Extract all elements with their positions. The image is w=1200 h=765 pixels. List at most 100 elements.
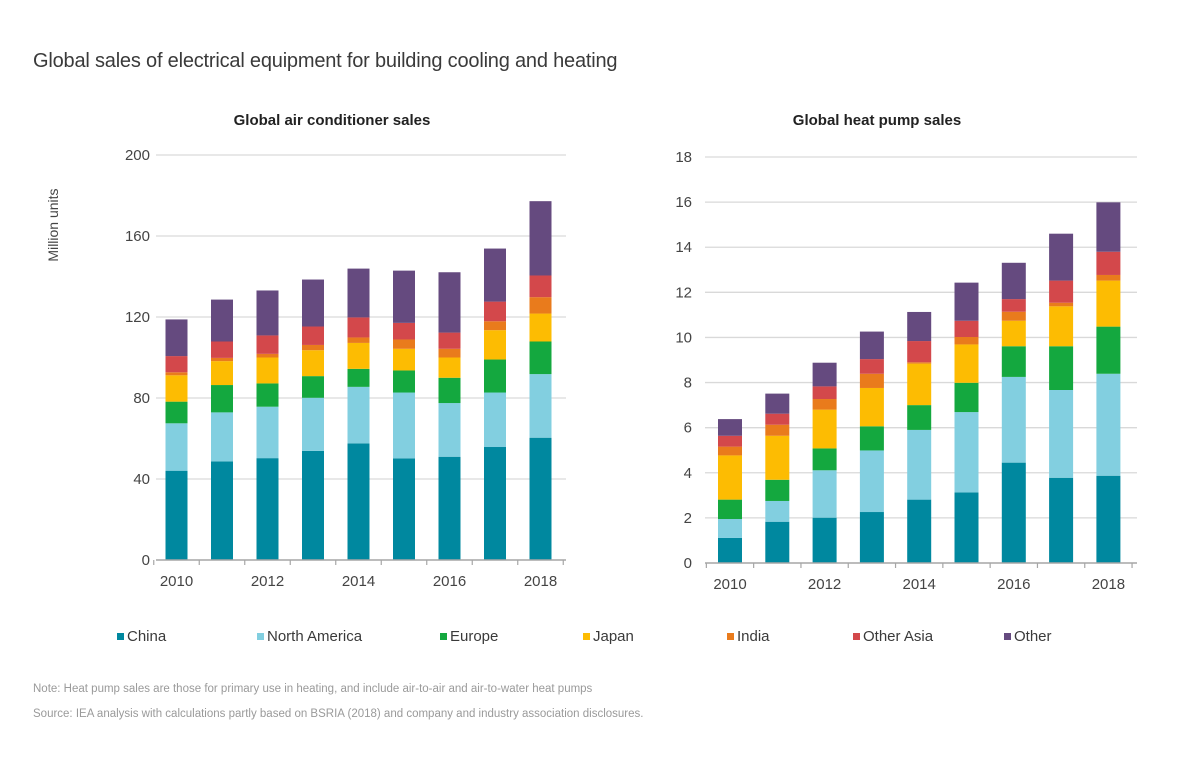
bar-segment-europe	[812, 448, 837, 471]
bar-segment-europe	[211, 385, 233, 413]
y-tick-label: 8	[684, 375, 692, 392]
bar-segment-japan	[347, 342, 370, 369]
bar-segment-other	[211, 299, 233, 342]
x-tick-label: 2014	[342, 573, 375, 590]
bar-segment-other-asia	[302, 326, 324, 345]
y-tick-label: 6	[684, 420, 692, 437]
bar-segment-india	[718, 446, 742, 456]
legend-label: Other	[1014, 628, 1052, 645]
bar-segment-india	[302, 344, 324, 351]
bar-segment-china	[765, 521, 790, 563]
y-axis-label: Million units	[45, 188, 61, 261]
legend-label: India	[737, 628, 770, 645]
bar-segment-japan	[812, 409, 837, 449]
chart-title: Global heat pump sales	[793, 112, 961, 129]
bar-segment-north-america	[718, 519, 742, 538]
legend-item-other: Other	[1004, 628, 1052, 645]
bar-segment-other	[302, 279, 324, 327]
bar-segment-north-america	[529, 374, 552, 438]
bar-segment-north-america	[302, 397, 324, 451]
bar-stack-2018	[529, 201, 552, 560]
bar-segment-china	[1001, 462, 1026, 563]
y-tick-label: 14	[675, 239, 692, 256]
bar-segment-other-asia	[765, 413, 790, 425]
bar-segment-other	[347, 268, 370, 318]
bar-segment-europe	[484, 359, 506, 393]
bar-stack-2018	[1096, 202, 1121, 563]
bar-stack-2014	[907, 311, 932, 563]
bar-segment-north-america	[484, 392, 506, 448]
y-tick-label: 200	[125, 147, 150, 164]
source-text: Source: IEA analysis with calculations p…	[33, 708, 644, 720]
bar-segment-india	[1001, 311, 1026, 321]
bar-segment-japan	[393, 348, 415, 371]
bar-segment-other	[256, 290, 279, 336]
bar-segment-europe	[954, 382, 979, 413]
y-tick-label: 10	[675, 329, 692, 346]
bar-segment-other	[1049, 233, 1074, 281]
bar-segment-other-asia	[393, 322, 415, 340]
bar-stack-2011	[211, 299, 233, 560]
bar-segment-china	[211, 461, 233, 560]
legend-label: Other Asia	[863, 628, 934, 645]
bar-segment-north-america	[165, 423, 188, 471]
bar-segment-china	[165, 470, 188, 560]
bar-segment-india	[438, 348, 461, 358]
bar-segment-other-asia	[812, 386, 837, 400]
x-tick-label: 2018	[1092, 576, 1125, 593]
bar-segment-europe	[256, 383, 279, 407]
legend-swatch	[440, 633, 447, 640]
bar-segment-north-america	[347, 386, 370, 444]
bar-segment-europe	[1001, 346, 1026, 377]
bar-segment-india	[484, 321, 506, 331]
bar-segment-india	[1096, 274, 1121, 281]
legend-item-north-america: North America	[257, 628, 362, 645]
bar-segment-india	[954, 336, 979, 345]
x-tick-label: 2012	[251, 573, 284, 590]
bar-segment-india	[907, 362, 932, 364]
y-tick-label: 120	[125, 309, 150, 326]
bar-segment-other	[907, 311, 932, 342]
legend-label: North America	[267, 628, 363, 645]
bar-stack-2016	[1001, 262, 1026, 563]
bar-segment-north-america	[907, 429, 932, 500]
bar-segment-other-asia	[438, 332, 461, 349]
legend-swatch	[583, 633, 590, 640]
x-tick-label: 2016	[433, 573, 466, 590]
bar-segment-europe	[765, 479, 790, 501]
bar-segment-india	[859, 373, 884, 388]
bar-segment-china	[438, 456, 461, 560]
bar-segment-india	[1049, 302, 1074, 307]
y-tick-label: 12	[675, 284, 692, 301]
bar-segment-other-asia	[718, 435, 742, 447]
bar-stack-2013	[859, 331, 884, 563]
bar-segment-europe	[165, 401, 188, 424]
bar-segment-china	[1049, 477, 1074, 563]
x-tick-label: 2014	[903, 576, 936, 593]
bar-stack-2017	[484, 248, 506, 560]
bar-segment-japan	[256, 357, 279, 384]
legend-label: Japan	[593, 628, 634, 645]
bar-stack-2012	[256, 290, 279, 560]
bar-segment-china	[907, 499, 932, 563]
legend-label: China	[127, 628, 167, 645]
bar-stack-2017	[1049, 233, 1074, 563]
bar-stack-2016	[438, 272, 461, 560]
bar-segment-japan	[302, 350, 324, 377]
bar-segment-europe	[718, 499, 742, 520]
bar-segment-other	[718, 419, 742, 436]
bar-stack-2014	[347, 268, 370, 560]
bar-segment-india	[765, 424, 790, 436]
bar-segment-other-asia	[347, 317, 370, 338]
bar-segment-other	[393, 270, 415, 323]
bar-segment-other-asia	[859, 359, 884, 374]
bar-segment-india	[347, 337, 370, 343]
bar-segment-other-asia	[256, 335, 279, 354]
y-tick-label: 0	[142, 552, 150, 569]
bar-segment-north-america	[954, 412, 979, 493]
bar-segment-europe	[859, 426, 884, 451]
bar-segment-other-asia	[529, 275, 552, 298]
bar-stack-2015	[954, 282, 979, 563]
bar-segment-europe	[347, 368, 370, 387]
bar-segment-japan	[1049, 306, 1074, 347]
